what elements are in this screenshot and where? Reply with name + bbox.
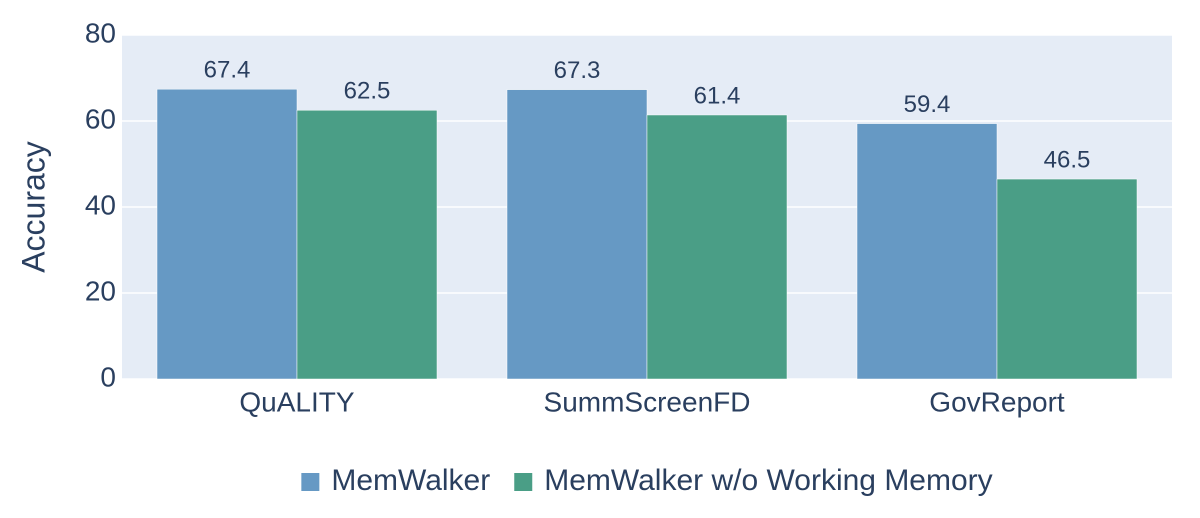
legend-swatch <box>514 473 533 491</box>
y-tick-label: 40 <box>85 189 116 220</box>
x-tick-label: SummScreenFD <box>544 386 751 417</box>
y-tick-label: 60 <box>85 103 116 134</box>
y-axis-title: Accuracy <box>15 141 51 273</box>
y-tick-label: 80 <box>85 17 116 48</box>
value-label: 67.4 <box>204 57 251 84</box>
bar <box>856 123 998 380</box>
x-tick-label: GovReport <box>929 386 1065 417</box>
y-tick-label: 0 <box>100 361 116 392</box>
value-label: 62.5 <box>344 78 391 105</box>
value-label: 61.4 <box>694 82 741 109</box>
bar <box>296 110 438 380</box>
value-label: 59.4 <box>904 91 951 118</box>
bar <box>156 88 298 380</box>
x-tick-label: QuALITY <box>239 386 354 417</box>
bar <box>506 89 648 380</box>
y-tick-label: 20 <box>85 275 116 306</box>
bar <box>646 114 788 380</box>
bar <box>996 178 1138 380</box>
legend-label: MemWalker w/o Working Memory <box>544 464 992 497</box>
legend-swatch <box>301 473 320 491</box>
legend-label: MemWalker <box>331 464 490 497</box>
value-label: 46.5 <box>1044 146 1091 173</box>
value-label: 67.3 <box>554 57 601 84</box>
